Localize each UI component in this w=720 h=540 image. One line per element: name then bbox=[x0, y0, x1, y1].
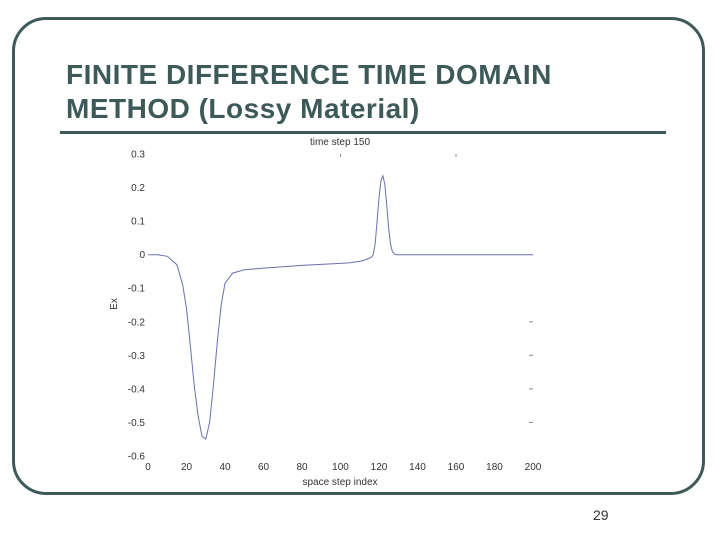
x-tick-label: 40 bbox=[219, 462, 231, 473]
title-divider bbox=[60, 131, 666, 134]
y-tick-label: 0.3 bbox=[131, 150, 145, 161]
x-tick-label: 200 bbox=[525, 462, 542, 473]
x-tick-label: 20 bbox=[181, 462, 193, 473]
x-tick-labels: 0 20 40 60 80 100 120 140 160 180 200 bbox=[145, 462, 542, 473]
y-tick-label: -0.5 bbox=[128, 418, 146, 429]
y-tick-label: -0.6 bbox=[128, 452, 146, 463]
y-tick-label: -0.2 bbox=[128, 317, 146, 328]
slide-frame bbox=[12, 17, 705, 495]
slide-title: FINITE DIFFERENCE TIME DOMAIN METHOD (Lo… bbox=[66, 59, 552, 124]
page-number: 29 bbox=[593, 507, 609, 523]
y-tick-label: 0.2 bbox=[131, 183, 145, 194]
y-tick-label: -0.3 bbox=[128, 351, 146, 362]
y-tick-labels: 0.3 0.2 0.1 0 -0.1 -0.2 -0.3 -0.4 -0.5 -0.6 bbox=[128, 150, 146, 463]
tick-marks bbox=[340, 154, 533, 423]
x-tick-label: 160 bbox=[448, 462, 465, 473]
x-tick-label: 80 bbox=[296, 462, 308, 473]
x-tick-label: 140 bbox=[409, 462, 426, 473]
x-tick-label: 100 bbox=[332, 462, 349, 473]
x-tick-label: 180 bbox=[486, 462, 503, 473]
ex-series-line bbox=[148, 174, 533, 441]
y-tick-label: -0.1 bbox=[128, 284, 146, 295]
y-tick-label: 0.1 bbox=[131, 217, 145, 228]
x-axis-label: space step index bbox=[302, 477, 377, 488]
y-axis-label: Ex bbox=[109, 298, 120, 310]
x-tick-label: 0 bbox=[145, 462, 151, 473]
y-tick-label: -0.4 bbox=[128, 384, 146, 395]
y-tick-label: 0 bbox=[139, 250, 145, 261]
x-tick-label: 60 bbox=[258, 462, 270, 473]
chart-title: time step 150 bbox=[310, 137, 370, 148]
x-tick-label: 120 bbox=[371, 462, 388, 473]
series-group bbox=[148, 174, 533, 441]
